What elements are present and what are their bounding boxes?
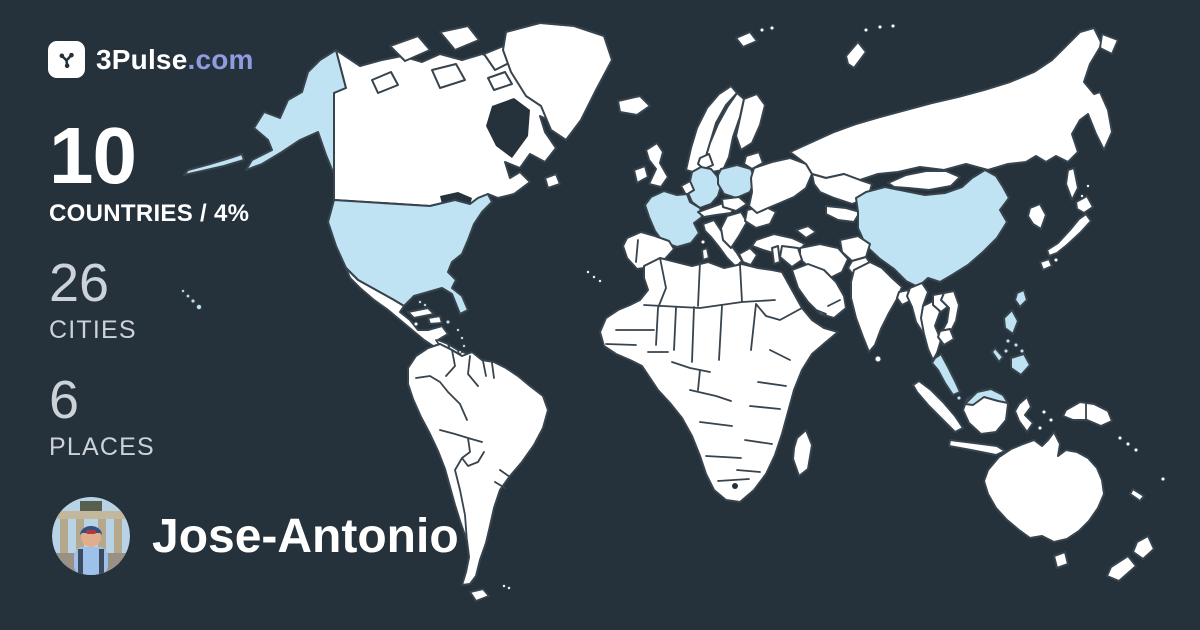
- map-islands-arctic-canada: [371, 25, 561, 189]
- map-country-france: [644, 190, 703, 248]
- map-country-mongolia: [887, 170, 961, 191]
- stat-countries: 10 COUNTRIES / 4%: [49, 116, 249, 228]
- user-row: Jose-Antonio: [52, 497, 459, 575]
- stat-cities-label: CITIES: [49, 316, 137, 344]
- map-region-central-asia: [825, 205, 861, 223]
- map-island-madagascar: [792, 429, 813, 477]
- map-borders-south-america: [415, 349, 511, 543]
- map-region-levant: [771, 245, 781, 265]
- map-country-denmark: [697, 153, 714, 170]
- map-country-usa-alaska: [245, 49, 347, 173]
- stat-cities-value: 26: [49, 253, 110, 313]
- map-country-uk: [645, 142, 669, 188]
- map-water-hudson-bay: [486, 98, 530, 158]
- map-country-new-zealand: [1106, 535, 1155, 582]
- map-country-iceland: [617, 95, 651, 116]
- map-island-sardinia: [701, 247, 710, 261]
- map-country-finland: [735, 93, 766, 151]
- brand-wordmark: 3Pulse.com: [96, 44, 254, 76]
- map-country-iran: [799, 243, 849, 280]
- map-islands-arctic-russia: [735, 23, 1119, 69]
- map-region-malaysia-borneo: [964, 388, 1009, 406]
- map-islands-pacific: [1117, 435, 1166, 502]
- stat-countries-label: COUNTRIES / 4%: [49, 200, 250, 227]
- brand-header: 3Pulse.com: [48, 41, 254, 78]
- map-country-poland: [717, 164, 756, 199]
- map-country-greenland: [502, 22, 613, 141]
- map-country-taiwan: [1014, 289, 1028, 308]
- stat-places: 6 PLACES: [49, 373, 249, 462]
- map-country-usa: [327, 193, 493, 315]
- map-region-czech-hungary: [721, 196, 748, 212]
- map-country-cambodia: [937, 328, 955, 346]
- map-country-russia: [789, 27, 1113, 181]
- map-island-new-guinea: [1062, 401, 1113, 427]
- user-avatar: [52, 497, 130, 575]
- map-islands-caribbean: [407, 299, 466, 354]
- map-islands-kuril: [1079, 183, 1091, 199]
- stat-cities: 26 CITIES: [49, 256, 249, 345]
- map-country-ireland: [633, 165, 649, 184]
- traveler-photo-brandenburg-gate: [52, 497, 130, 575]
- map-region-benelux: [680, 180, 695, 196]
- map-region-tierra-del-fuego: [469, 588, 490, 602]
- user-name: Jose-Antonio: [152, 509, 459, 563]
- map-country-greece: [738, 247, 758, 266]
- map-country-china: [855, 169, 1010, 288]
- map-region-iraq-syria: [779, 245, 803, 268]
- map-country-malaysia-peninsula: [931, 353, 961, 396]
- map-continent-south-america: [407, 343, 549, 586]
- brand-name: 3Pulse: [96, 43, 188, 75]
- map-country-india: [850, 261, 903, 353]
- map-borders-arabia: [815, 299, 841, 315]
- map-border-portugal: [635, 239, 639, 263]
- map-region-eastern-europe: [748, 157, 813, 214]
- map-island-sri-lanka: [874, 355, 882, 363]
- stat-places-value: 6: [49, 370, 80, 430]
- map-region-balkans: [720, 211, 748, 249]
- travel-stats: 10 COUNTRIES / 4% 26 CITIES 6 PLACES: [49, 116, 249, 462]
- map-region-aleutians: [183, 153, 245, 176]
- map-island-java: [948, 439, 1006, 456]
- map-island-sumatra: [912, 380, 964, 433]
- map-country-philippines: [991, 309, 1031, 376]
- brand-logo: [48, 41, 85, 78]
- map-island-corsica: [700, 239, 706, 245]
- stat-places-label: PLACES: [49, 433, 155, 461]
- brand-tld: .com: [187, 43, 254, 75]
- map-country-japan: [1039, 195, 1094, 271]
- map-islands-hawaii: [180, 288, 203, 311]
- map-region-lesotho: [732, 483, 738, 489]
- map-islands-atlantic: [585, 269, 603, 284]
- map-island-sakhalin: [1065, 167, 1079, 201]
- map-islands-falklands: [501, 583, 512, 591]
- map-region-caucasus: [795, 225, 817, 239]
- map-island-sulawesi: [1014, 396, 1034, 433]
- map-island-tasmania: [1053, 551, 1069, 569]
- share-network-icon: [59, 52, 74, 69]
- map-borders-africa: [605, 257, 803, 482]
- stat-countries-value: 10: [49, 111, 137, 200]
- map-country-singapore: [956, 395, 962, 401]
- map-region-korea: [1027, 203, 1047, 230]
- map-country-bangladesh: [896, 289, 911, 306]
- map-country-australia: [983, 431, 1105, 543]
